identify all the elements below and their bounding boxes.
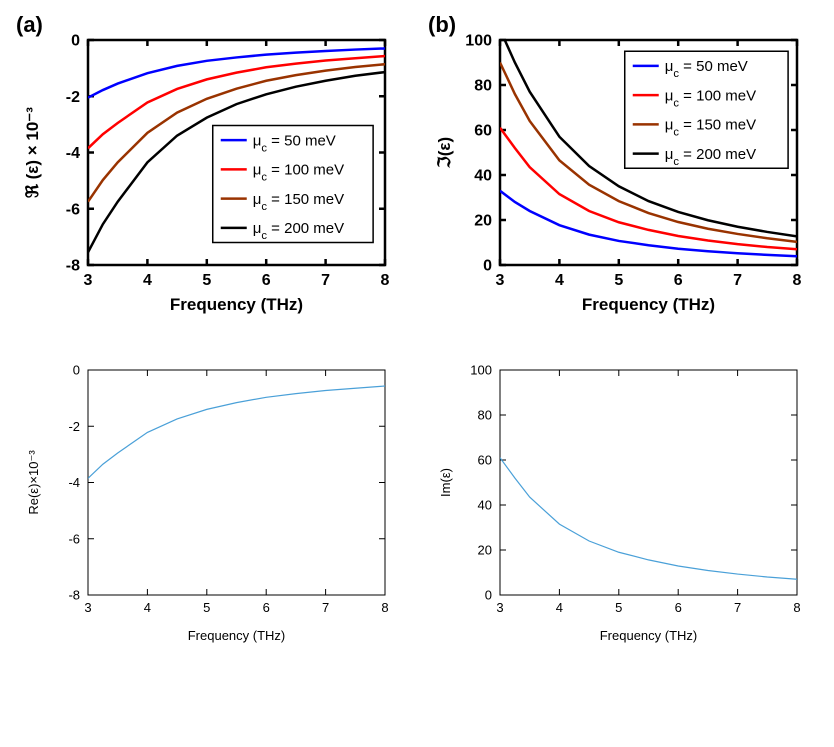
svg-text:ℑ(ε): ℑ(ε) [435,137,454,169]
svg-text:Im(ε): Im(ε) [438,468,453,497]
svg-text:-8: -8 [68,588,80,603]
figure-grid: (a) 345678-8-6-4-20Frequency (THz)ℜ (ε) … [20,20,814,650]
svg-text:Frequency (THz): Frequency (THz) [600,628,698,643]
panel-label-a: (a) [16,12,43,38]
svg-text:8: 8 [381,600,388,615]
svg-text:100: 100 [470,363,492,378]
chart-d: 345678020406080100Frequency (THz)Im(ε) [432,350,812,650]
svg-text:80: 80 [478,408,492,423]
svg-text:ℜ (ε) × 10⁻³: ℜ (ε) × 10⁻³ [23,107,42,198]
panel-c: 3 4 5 6 7 8 -8 -6 -4 -2 0 Frequency (THz) Re(ε)×10⁻³ [20,350,402,650]
svg-text:3: 3 [496,272,505,289]
svg-text:-4: -4 [66,145,80,162]
svg-text:7: 7 [321,272,330,289]
chart-c: 3 4 5 6 7 8 -8 -6 -4 -2 0 Frequency (THz) Re(ε)×10⁻³ [20,350,400,650]
svg-text:5: 5 [614,272,623,289]
svg-text:Frequency (THz): Frequency (THz) [582,295,715,314]
svg-text:80: 80 [474,78,492,95]
svg-text:0: 0 [73,363,80,378]
svg-text:4: 4 [556,600,563,615]
svg-text:-6: -6 [68,531,80,546]
svg-text:-6: -6 [66,201,80,218]
svg-text:0: 0 [485,588,492,603]
svg-text:4: 4 [555,272,564,289]
svg-text:100: 100 [465,33,492,50]
panel-d: 345678020406080100Frequency (THz)Im(ε) [432,350,814,650]
svg-text:8: 8 [793,600,800,615]
svg-text:5: 5 [615,600,622,615]
svg-text:7: 7 [322,600,329,615]
panel-b: (b) 345678020406080100Frequency (THz)ℑ(ε… [432,20,814,320]
svg-text:Frequency (THz): Frequency (THz) [188,628,286,643]
svg-text:Frequency (THz): Frequency (THz) [170,295,303,314]
svg-text:3: 3 [496,600,503,615]
svg-text:-2: -2 [68,419,80,434]
svg-text:3: 3 [84,272,93,289]
svg-text:4: 4 [143,272,152,289]
svg-text:20: 20 [478,543,492,558]
svg-text:Re(ε)×10⁻³: Re(ε)×10⁻³ [26,450,41,515]
svg-text:6: 6 [675,600,682,615]
svg-text:5: 5 [203,600,210,615]
svg-text:8: 8 [793,272,802,289]
svg-text:3: 3 [84,600,91,615]
svg-text:6: 6 [263,600,270,615]
svg-text:8: 8 [381,272,390,289]
svg-text:7: 7 [733,272,742,289]
svg-text:60: 60 [474,123,492,140]
svg-text:40: 40 [478,498,492,513]
chart-b: 345678020406080100Frequency (THz)ℑ(ε)μc … [432,20,812,320]
svg-text:7: 7 [734,600,741,615]
svg-text:6: 6 [262,272,271,289]
svg-text:-2: -2 [66,89,80,106]
svg-text:60: 60 [478,453,492,468]
svg-text:0: 0 [71,33,80,50]
panel-a: (a) 345678-8-6-4-20Frequency (THz)ℜ (ε) … [20,20,402,320]
svg-text:0: 0 [483,258,492,275]
svg-text:5: 5 [202,272,211,289]
svg-text:4: 4 [144,600,151,615]
svg-text:20: 20 [474,213,492,230]
svg-text:40: 40 [474,168,492,185]
chart-a: 3 4 5 6 7 8 -8 -6 -4 -2 0 Frequency (THz) ℜ (ε) × 10… [20,20,400,320]
svg-text:-4: -4 [68,475,80,490]
svg-text:6: 6 [674,272,683,289]
panel-label-b: (b) [428,12,456,38]
svg-text:-8: -8 [66,258,80,275]
